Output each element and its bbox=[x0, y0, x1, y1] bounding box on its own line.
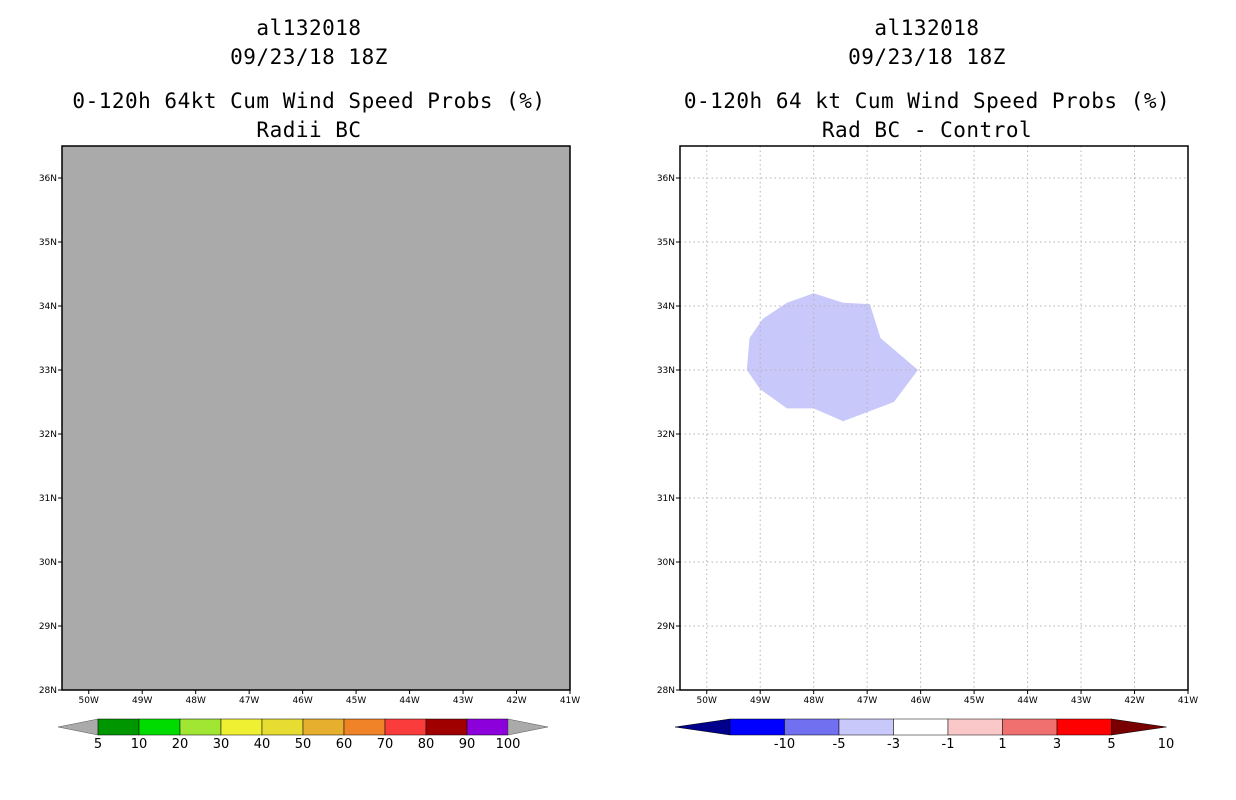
colorbar-segment-2 bbox=[838, 718, 894, 736]
colorbar-label-3: -1 bbox=[942, 737, 955, 752]
x-tick-label-7: 43W bbox=[1071, 696, 1091, 706]
left-title-1: al132018 bbox=[256, 16, 362, 40]
colorbar-segment-0 bbox=[729, 718, 785, 736]
x-tick-label-7: 43W bbox=[453, 696, 473, 706]
right-title-4: Rad BC - Control bbox=[821, 118, 1033, 142]
x-tick-label-6: 44W bbox=[1017, 696, 1037, 706]
colorbar-label-7: 10 bbox=[1158, 737, 1175, 752]
x-tick-label-4: 46W bbox=[292, 696, 312, 706]
y-tick-label-4: 32N bbox=[657, 430, 675, 440]
x-tick-label-1: 49W bbox=[132, 696, 152, 706]
colorbar-segment-3 bbox=[893, 718, 949, 736]
colorbar-label-2: -3 bbox=[887, 737, 900, 752]
colorbar-label-0: 5 bbox=[94, 737, 102, 752]
x-tick-label-1: 49W bbox=[750, 696, 770, 706]
y-tick-label-3: 31N bbox=[657, 494, 675, 504]
colorbar-segment-1 bbox=[784, 718, 840, 736]
colorbar: 5 10 20 30 40 50 60 70 80 90 100 bbox=[57, 718, 549, 752]
colorbar-label-7: 70 bbox=[377, 737, 394, 752]
colorbar-start-triangle bbox=[57, 718, 99, 736]
y-tick-label-1: 29N bbox=[39, 622, 57, 632]
plot-background bbox=[680, 146, 1188, 690]
colorbar-segment-3 bbox=[220, 718, 263, 736]
colorbar-segment-4 bbox=[947, 718, 1003, 736]
left-title-2: 09/23/18 18Z bbox=[230, 45, 388, 69]
colorbar-label-1: 10 bbox=[131, 737, 148, 752]
left-title-3: 0-120h 64kt Cum Wind Speed Probs (%) bbox=[72, 89, 546, 113]
colorbar-label-1: -5 bbox=[833, 737, 846, 752]
x-tick-label-2: 48W bbox=[186, 696, 206, 706]
colorbar-start-triangle bbox=[674, 718, 731, 736]
right-title-1: al132018 bbox=[874, 16, 980, 40]
colorbar-segment-6 bbox=[1056, 718, 1112, 736]
left-panel: al132018 09/23/18 18Z 0-120h 64kt Cum Wi… bbox=[39, 16, 580, 752]
colorbar-label-4: 1 bbox=[998, 737, 1006, 752]
x-tick-label-8: 42W bbox=[506, 696, 526, 706]
right-title-3: 0-120h 64 kt Cum Wind Speed Probs (%) bbox=[683, 89, 1171, 113]
x-tick-label-6: 44W bbox=[399, 696, 419, 706]
y-tick-label-5: 33N bbox=[39, 366, 57, 376]
colorbar-label-6: 60 bbox=[336, 737, 353, 752]
y-tick-label-8: 36N bbox=[39, 174, 57, 184]
x-tick-label-9: 41W bbox=[1178, 696, 1198, 706]
colorbar-label-6: 5 bbox=[1107, 737, 1115, 752]
colorbar-label-9: 90 bbox=[459, 737, 476, 752]
x-tick-label-3: 47W bbox=[239, 696, 259, 706]
plot-background bbox=[62, 146, 570, 690]
x-tick-label-0: 50W bbox=[697, 696, 717, 706]
colorbar-label-10: 100 bbox=[496, 737, 521, 752]
y-tick-label-8: 36N bbox=[657, 174, 675, 184]
colorbar-segment-5 bbox=[302, 718, 345, 736]
y-tick-label-4: 32N bbox=[39, 430, 57, 440]
colorbar-label-2: 20 bbox=[172, 737, 189, 752]
x-tick-label-5: 45W bbox=[346, 696, 366, 706]
colorbar-segment-4 bbox=[261, 718, 304, 736]
colorbar-label-4: 40 bbox=[254, 737, 271, 752]
plot-frame bbox=[679, 145, 1189, 691]
y-tick-label-2: 30N bbox=[39, 558, 57, 568]
x-tick-label-9: 41W bbox=[560, 696, 580, 706]
x-tick-label-4: 46W bbox=[910, 696, 930, 706]
y-tick-label-6: 34N bbox=[39, 302, 57, 312]
right-map: 50W 49W 48W 47W 46W 45W 44W 43W 42W 41W 28N 29N 30N 3… bbox=[657, 145, 1198, 752]
colorbar-label-0: -10 bbox=[774, 737, 795, 752]
colorbar-label-3: 30 bbox=[213, 737, 230, 752]
y-tick-label-1: 29N bbox=[657, 622, 675, 632]
colorbar-segment-8 bbox=[425, 718, 468, 736]
colorbar-end-triangle bbox=[1111, 718, 1167, 736]
left-title-4: Radii BC bbox=[256, 118, 362, 142]
probability-region bbox=[746, 293, 918, 422]
colorbar-segment-0 bbox=[97, 718, 140, 736]
x-tick-label-8: 42W bbox=[1124, 696, 1144, 706]
colorbar: -10 -5 -3 -1 1 3 5 10 bbox=[674, 718, 1175, 752]
x-tick-label-3: 47W bbox=[857, 696, 877, 706]
y-tick-label-0: 28N bbox=[657, 686, 675, 696]
colorbar-segment-9 bbox=[466, 718, 509, 736]
x-tick-label-5: 45W bbox=[964, 696, 984, 706]
y-tick-label-0: 28N bbox=[39, 686, 57, 696]
y-tick-label-7: 35N bbox=[657, 238, 675, 248]
colorbar-end-triangle bbox=[507, 718, 549, 736]
plot-frame bbox=[61, 145, 571, 691]
left-map: 50W 49W 48W 47W 46W 45W 44W 43W 42W 41W 28N 29N 30N 3… bbox=[39, 145, 580, 752]
colorbar-label-5: 3 bbox=[1053, 737, 1061, 752]
colorbar-label-5: 50 bbox=[295, 737, 312, 752]
y-tick-label-7: 35N bbox=[39, 238, 57, 248]
x-tick-label-0: 50W bbox=[79, 696, 99, 706]
colorbar-segment-5 bbox=[1002, 718, 1058, 736]
x-tick-label-2: 48W bbox=[804, 696, 824, 706]
y-tick-label-3: 31N bbox=[39, 494, 57, 504]
colorbar-label-8: 80 bbox=[418, 737, 435, 752]
right-panel: al132018 09/23/18 18Z 0-120h 64 kt Cum W… bbox=[618, 0, 1236, 800]
colorbar-segment-6 bbox=[343, 718, 386, 736]
y-tick-label-5: 33N bbox=[657, 366, 675, 376]
right-title-2: 09/23/18 18Z bbox=[848, 45, 1006, 69]
y-tick-label-2: 30N bbox=[657, 558, 675, 568]
colorbar-segment-2 bbox=[179, 718, 222, 736]
colorbar-segment-1 bbox=[138, 718, 181, 736]
colorbar-segment-7 bbox=[384, 718, 427, 736]
y-tick-label-6: 34N bbox=[657, 302, 675, 312]
